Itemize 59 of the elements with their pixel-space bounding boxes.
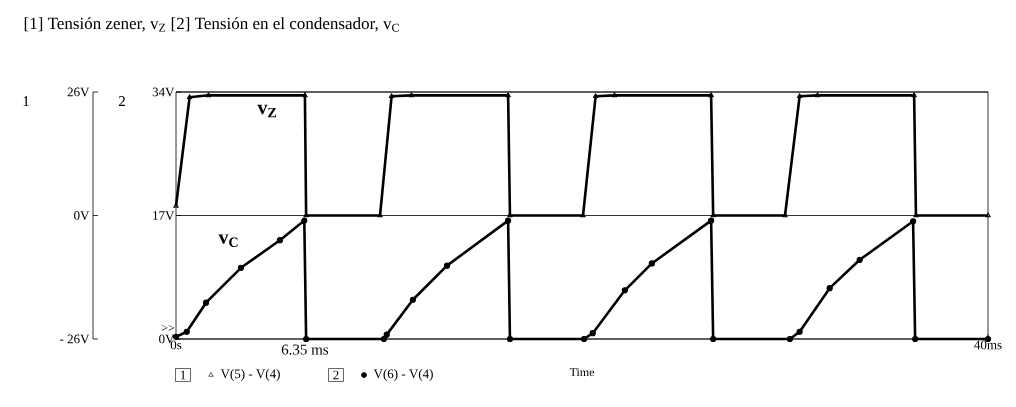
y2-tick-label: 17V: [153, 211, 175, 220]
point: [910, 218, 917, 225]
point: [796, 93, 803, 99]
point: [302, 92, 308, 98]
point: [380, 335, 387, 343]
point: [708, 92, 714, 98]
point: [985, 212, 991, 218]
point: [621, 287, 628, 294]
point: [303, 212, 309, 218]
annotation: v$_{Z}$: [257, 104, 277, 118]
point: [814, 92, 821, 98]
point: [186, 94, 193, 100]
point: [826, 285, 833, 292]
point: [505, 217, 512, 224]
point: [301, 217, 308, 224]
point: [796, 328, 803, 335]
point: [856, 256, 863, 263]
y2-tick-label: 34V: [152, 87, 175, 97]
point: [408, 92, 415, 98]
point: [383, 331, 390, 338]
text: 2: [333, 370, 339, 380]
point: [648, 260, 655, 267]
y-tick-label: - 26V: [59, 334, 90, 344]
point: [505, 92, 511, 98]
point: [911, 92, 917, 98]
point: [237, 264, 245, 271]
point: [443, 262, 451, 269]
point: [205, 92, 212, 98]
y-tick-label: 26V: [67, 87, 90, 97]
chart-title: [1] Tensión zener, v$_{Z}$ [2] Tensión en el condensador, v$_{C}$: [24, 17, 399, 32]
point: [592, 93, 599, 99]
point: [507, 212, 513, 218]
point: [912, 335, 919, 343]
point: [913, 212, 919, 218]
annotation: v$_{C}$: [218, 234, 238, 247]
point: [388, 93, 395, 99]
point: [589, 330, 596, 337]
point: [202, 299, 210, 306]
point: [786, 335, 793, 343]
x-tick-label: 40ms: [974, 340, 1002, 350]
point: [708, 217, 715, 224]
x-axis-title: Time: [569, 368, 595, 377]
point: [409, 296, 417, 303]
legend-label: V(6) - V(4): [373, 369, 433, 381]
point: [611, 92, 618, 98]
point: [580, 335, 588, 343]
y2-axis-title: 2: [118, 96, 125, 106]
point: [303, 335, 310, 343]
point: [276, 237, 284, 244]
text: >>: [161, 324, 175, 331]
point: [710, 212, 716, 218]
point: [710, 335, 717, 343]
legend-label: V(5) - V(4): [220, 369, 280, 381]
y-tick-label: 0V: [74, 211, 90, 220]
text: 1: [180, 370, 186, 380]
y-axis-title: 1: [23, 96, 29, 106]
point: [183, 328, 190, 335]
point: [506, 335, 514, 343]
annotation: 6.35 ms: [281, 344, 329, 355]
